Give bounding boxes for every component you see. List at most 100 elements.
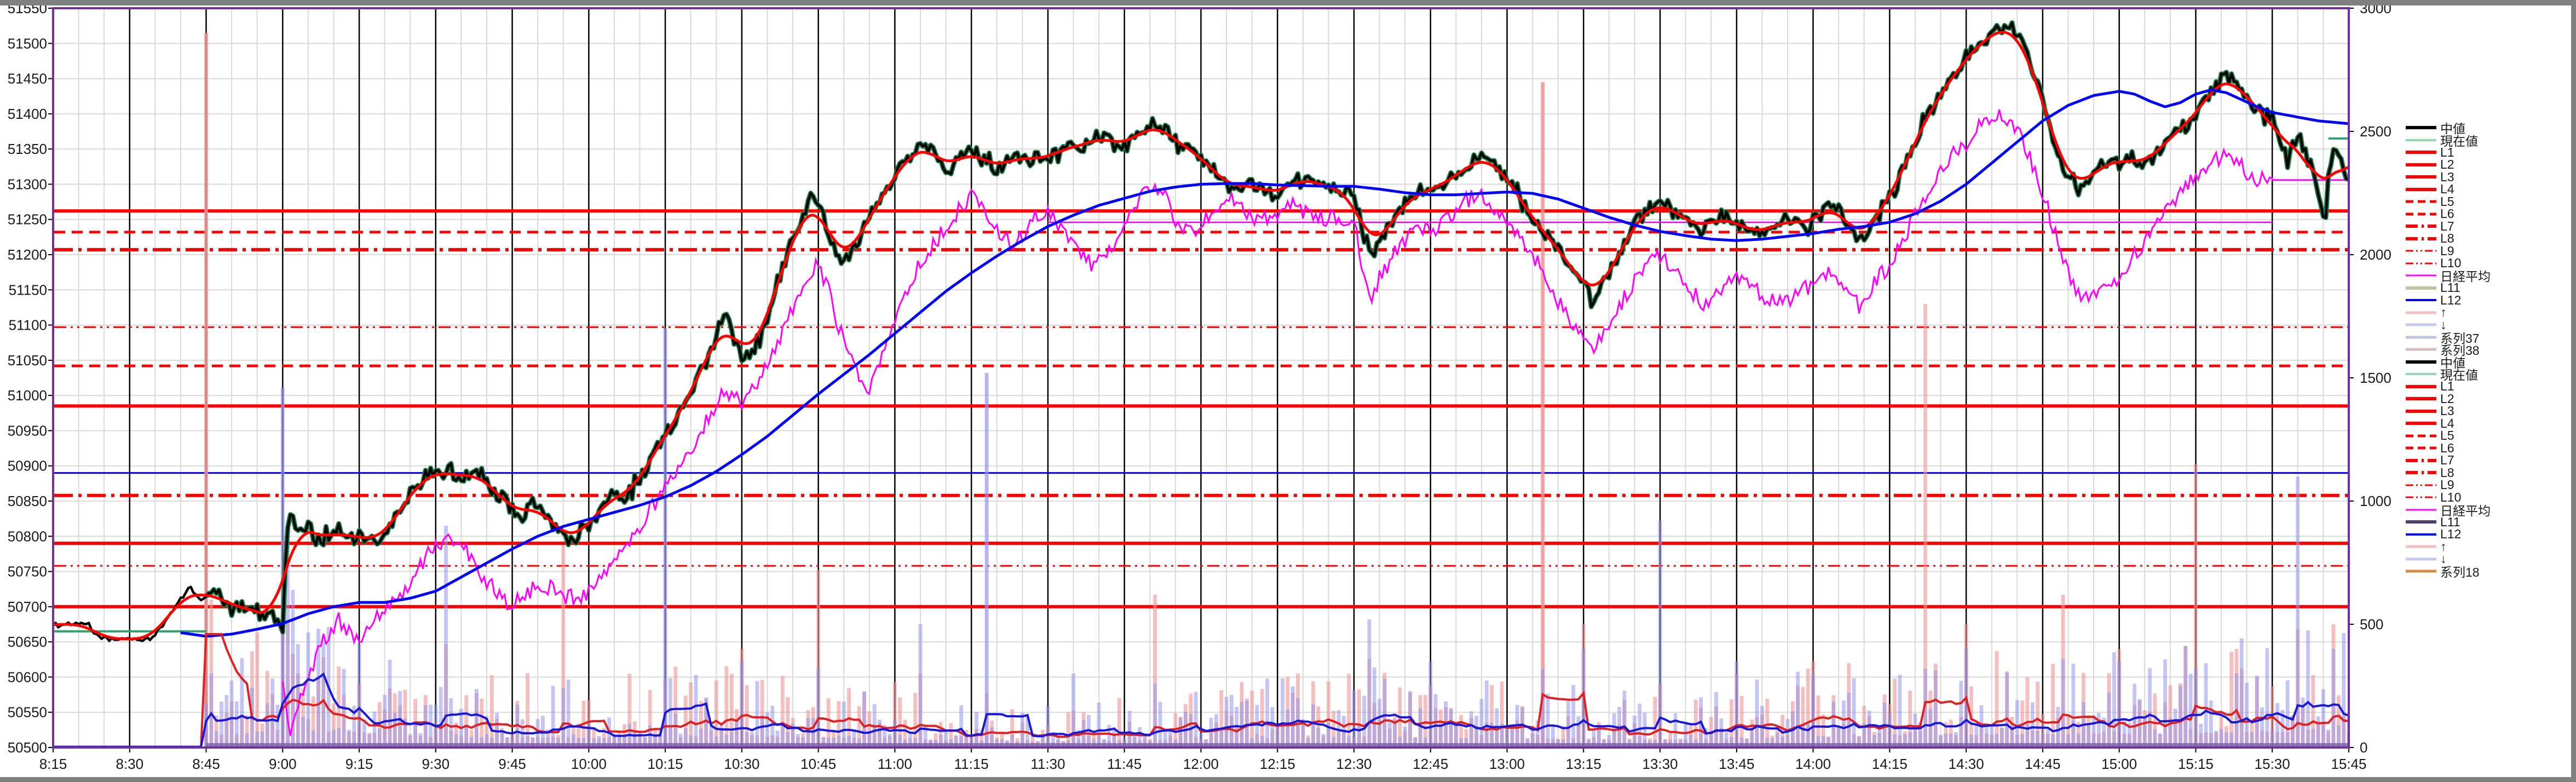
legend-label-L10: L10	[2440, 256, 2462, 271]
legend-label-L5: L5	[2440, 194, 2454, 209]
svg-text:50850: 50850	[8, 493, 47, 509]
svg-text:1500: 1500	[2360, 370, 2391, 386]
legend-item-nikkei-2[interactable]: 日経平均	[2405, 503, 2569, 518]
svg-text:10:45: 10:45	[800, 756, 836, 772]
svg-text:2000: 2000	[2360, 246, 2391, 263]
legend-item-L7-2[interactable]: L7	[2405, 453, 2569, 468]
svg-text:14:30: 14:30	[1949, 756, 1984, 772]
legend-item-L11-2[interactable]: L11	[2405, 515, 2569, 529]
legend-item-genzaichi-2[interactable]: 現在値	[2405, 368, 2569, 382]
legend-label-L8: L8	[2440, 231, 2454, 246]
legend-item-L5[interactable]: L5	[2405, 194, 2569, 209]
svg-text:50750: 50750	[8, 564, 47, 580]
legend-item-L6-2[interactable]: L6	[2405, 441, 2569, 455]
legend-item-up-arrow[interactable]: ↑	[2405, 305, 2569, 320]
down-volume-average-line	[53, 672, 2349, 748]
legend-item-L2-2[interactable]: L2	[2405, 392, 2569, 406]
legend-swatch-L10	[2406, 262, 2436, 264]
legend-item-up-arrow-2[interactable]: ↑	[2405, 539, 2569, 554]
legend-item-down-arrow[interactable]: ↓	[2405, 317, 2569, 332]
svg-text:51050: 51050	[8, 352, 47, 369]
svg-text:50700: 50700	[8, 599, 47, 615]
svg-text:15:45: 15:45	[2331, 756, 2366, 772]
legend-item-L11[interactable]: L11	[2405, 280, 2569, 295]
svg-text:11:15: 11:15	[954, 756, 989, 772]
legend-swatch-L12-2	[2406, 533, 2436, 536]
legend-label-L7-2: L7	[2440, 453, 2454, 468]
legend-item-L10-2[interactable]: L10	[2405, 490, 2569, 504]
slow-average-line	[180, 88, 2349, 638]
legend-item-genzaichi[interactable]: 現在値	[2405, 134, 2569, 148]
svg-text:12:00: 12:00	[1183, 756, 1219, 772]
legend-swatch-L5-2	[2406, 434, 2436, 438]
legend-label-up-arrow-2: ↑	[2440, 539, 2447, 554]
legend-item-down-arrow-2[interactable]: ↓	[2405, 551, 2569, 566]
svg-text:50950: 50950	[8, 422, 47, 439]
legend-label-nikkei-2: 日経平均	[2440, 503, 2491, 518]
legend-item-L4-2[interactable]: L4	[2405, 416, 2569, 430]
legend-item-L10[interactable]: L10	[2405, 256, 2569, 271]
legend-swatch-L10-2	[2406, 496, 2436, 498]
legend-item-L12[interactable]: L12	[2405, 293, 2569, 307]
legend-item-L3-2[interactable]: L3	[2405, 404, 2569, 418]
legend-item-L2[interactable]: L2	[2405, 157, 2569, 172]
legend-item-L12-2[interactable]: L12	[2405, 527, 2569, 541]
legend-swatch-nikkei	[2406, 274, 2436, 277]
legend-item-nakane-2[interactable]: 中値	[2405, 356, 2569, 370]
legend-swatch-L9-2	[2406, 484, 2436, 486]
mid-price-line	[53, 21, 2349, 642]
legend-item-series-38[interactable]: 系列38	[2405, 343, 2569, 358]
legend-item-nikkei[interactable]: 日経平均	[2405, 269, 2569, 284]
nikkei-spot-line	[281, 109, 2349, 736]
legend-swatch-L8-2	[2406, 471, 2436, 475]
legend-item-nakane[interactable]: 中値	[2405, 122, 2569, 136]
legend-item-L7[interactable]: L7	[2405, 219, 2569, 233]
legend-item-series-18[interactable]: 系列18	[2405, 565, 2569, 579]
top-chrome-strip	[0, 0, 2576, 5]
legend-item-L9[interactable]: L9	[2405, 244, 2569, 258]
legend-item-series-37[interactable]: 系列37	[2405, 331, 2569, 346]
legend-swatch-down-arrow	[2406, 323, 2436, 326]
legend-swatch-L6	[2406, 212, 2436, 216]
svg-text:15:00: 15:00	[2101, 756, 2137, 772]
legend-item-L1[interactable]: L1	[2405, 145, 2569, 159]
legend-swatch-L12	[2406, 299, 2436, 302]
legend-item-L8-2[interactable]: L8	[2405, 465, 2569, 480]
legend-swatch-L3-2	[2406, 409, 2436, 413]
svg-text:51200: 51200	[8, 246, 47, 263]
legend-item-L5-2[interactable]: L5	[2405, 428, 2569, 442]
legend-label-down-arrow: ↓	[2440, 317, 2447, 332]
legend-item-L6[interactable]: L6	[2405, 206, 2569, 221]
legend-swatch-L2	[2406, 163, 2436, 166]
svg-text:10:30: 10:30	[724, 756, 759, 772]
svg-text:15:15: 15:15	[2178, 756, 2214, 772]
axis-labels: 5155051500514505140051350513005125051200…	[8, 0, 2391, 772]
legend-label-L1-2: L1	[2440, 379, 2454, 394]
legend-item-L1-2[interactable]: L1	[2405, 379, 2569, 394]
legend-item-L8[interactable]: L8	[2405, 231, 2569, 246]
legend-label-genzaichi: 現在値	[2440, 134, 2478, 148]
svg-text:51250: 51250	[8, 211, 47, 228]
svg-text:9:00: 9:00	[269, 756, 297, 772]
legend-label-up-arrow: ↑	[2440, 305, 2447, 320]
svg-text:50900: 50900	[8, 458, 47, 474]
legend-label-L4-2: L4	[2440, 416, 2454, 430]
legend-item-L9-2[interactable]: L9	[2405, 478, 2569, 492]
legend-swatch-L1-2	[2406, 384, 2436, 388]
svg-text:8:15: 8:15	[39, 756, 67, 772]
legend-label-L2: L2	[2440, 157, 2454, 172]
legend-label-L9-2: L9	[2440, 478, 2454, 492]
legend-swatch-L11	[2406, 286, 2436, 290]
legend-item-L4[interactable]: L4	[2405, 182, 2569, 196]
svg-text:11:30: 11:30	[1030, 756, 1065, 772]
legend-label-L7: L7	[2440, 219, 2454, 233]
legend-swatch-L8	[2406, 237, 2436, 240]
legend-label-L11: L11	[2440, 280, 2460, 295]
svg-text:13:00: 13:00	[1489, 756, 1525, 772]
svg-text:13:15: 13:15	[1566, 756, 1601, 772]
legend-item-L3[interactable]: L3	[2405, 170, 2569, 184]
svg-text:50650: 50650	[8, 634, 47, 650]
svg-text:1000: 1000	[2360, 493, 2391, 509]
